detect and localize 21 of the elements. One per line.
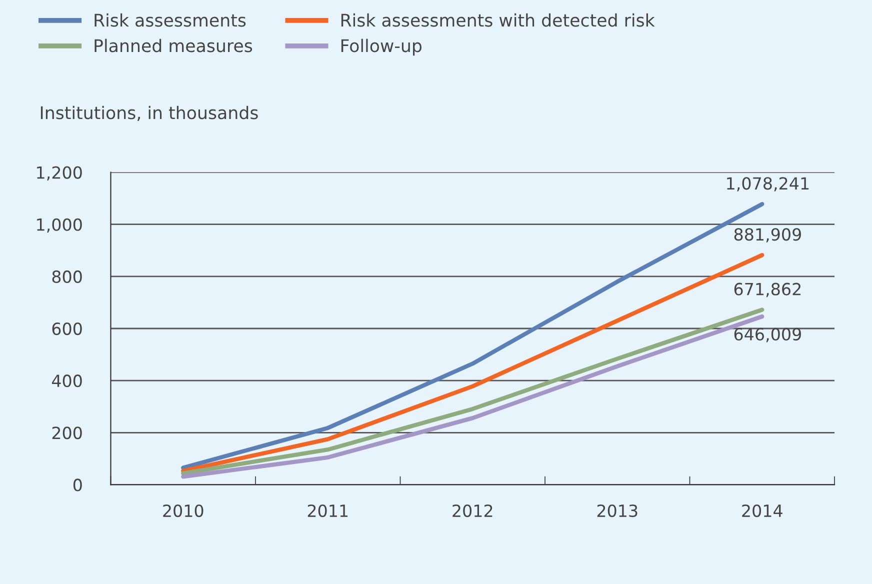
y-tick-label: 0 (73, 478, 82, 492)
y-tick-label: 1,000 (37, 218, 82, 233)
x-tick-label: 2012 (452, 504, 492, 518)
legend-label: Follow-up (341, 38, 422, 56)
y-tick-label: 200 (52, 426, 82, 440)
annotation: 646,009 (734, 328, 801, 342)
x-tick-label: 2013 (597, 504, 638, 518)
annotation: 881,909 (734, 228, 801, 242)
y-axis-title: Institutions, in thousands (40, 106, 258, 122)
y-tick-label: 600 (52, 322, 82, 336)
legend-label: Risk assessments (94, 13, 246, 27)
y-tick-label: 800 (52, 270, 82, 283)
annotation: 1,078,241 (727, 177, 809, 192)
x-tick-label: 2011 (308, 504, 348, 518)
x-tick-label: 2010 (163, 504, 204, 518)
y-tick-label: 400 (52, 374, 82, 388)
x-tick-label: 2014 (742, 504, 782, 518)
y-tick-label: 1,200 (37, 166, 82, 181)
annotation: 671,862 (734, 282, 800, 298)
legend-label: Risk assessments with detected risk (341, 13, 655, 27)
legend-label: Planned measures (94, 38, 252, 52)
